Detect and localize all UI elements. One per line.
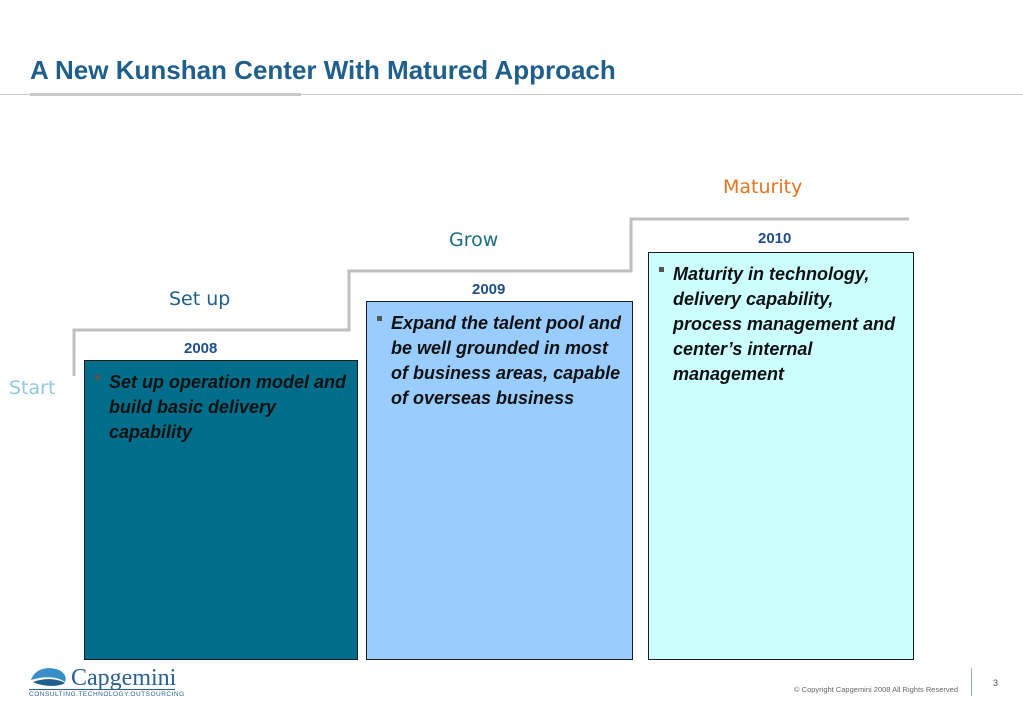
stage-box-grow: Expand the talent pool and be well groun…: [366, 301, 633, 660]
title-underline: [0, 94, 1023, 95]
square-bullet-icon: [659, 267, 664, 272]
logo-wordmark: Capgemini: [71, 665, 177, 691]
stage-description: Set up operation model and build basic d…: [109, 372, 347, 442]
stage-box-setup: Set up operation model and build basic d…: [84, 360, 358, 660]
logo-tagline: CONSULTING.TECHNOLOGY.OUTSOURCING: [29, 691, 185, 698]
square-bullet-icon: [377, 316, 382, 321]
page-number: 3: [993, 678, 999, 688]
stage-year-2008: 2008: [184, 340, 218, 357]
capgemini-logo: Capgemini CONSULTING.TECHNOLOGY.OUTSOURC…: [29, 664, 184, 700]
slide-title: A New Kunshan Center With Matured Approa…: [30, 55, 616, 85]
start-label: Start: [9, 377, 56, 399]
capgemini-spade-logo-icon: [31, 668, 66, 686]
copyright-text: © Copyright Capgemini 2008 All Rights Re…: [794, 685, 958, 694]
stage-year-2009: 2009: [472, 281, 506, 298]
square-bullet-icon: [95, 375, 100, 380]
stage-year-2010: 2010: [758, 230, 792, 247]
stage-label-setup: Set up: [169, 288, 231, 310]
stage-label-maturity: Maturity: [723, 176, 803, 198]
logo-divider: [29, 689, 175, 690]
stage-description: Expand the talent pool and be well groun…: [391, 313, 622, 408]
footer-divider: [971, 668, 972, 696]
stage-description: Maturity in technology, delivery capabil…: [673, 264, 896, 384]
stage-label-grow: Grow: [449, 229, 499, 251]
title-underline-accent: [30, 93, 301, 96]
stage-box-maturity: Maturity in technology, delivery capabil…: [648, 252, 914, 660]
